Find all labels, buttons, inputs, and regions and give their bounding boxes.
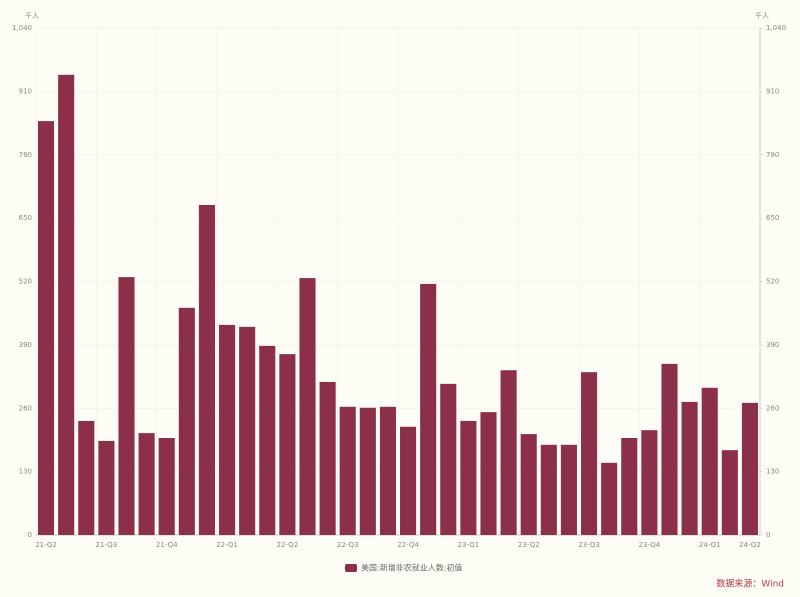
y2-tick-label: 910	[766, 87, 779, 95]
bar	[219, 324, 236, 535]
y2-tick-label: 260	[766, 404, 779, 412]
bar	[581, 372, 598, 535]
bar	[420, 283, 437, 535]
y-tick-label: 650	[19, 214, 32, 222]
x-tick-label: 23-Q3	[578, 541, 600, 549]
source: 数据来源：Wind	[716, 578, 784, 590]
y-tick-label: 910	[19, 87, 32, 95]
bar	[520, 434, 537, 535]
bar	[279, 354, 296, 535]
bar	[58, 74, 75, 536]
bar	[661, 363, 678, 535]
x-tick-label: 22-Q2	[277, 541, 299, 549]
bar	[681, 401, 698, 535]
bar	[460, 420, 477, 535]
bar	[500, 370, 517, 535]
y2-tick-label: 130	[766, 468, 779, 476]
x-tick-label: 23-Q4	[639, 541, 661, 549]
bar	[540, 444, 557, 535]
legend-label: 美国:新增非农就业人数:初值	[361, 563, 462, 573]
bar	[701, 387, 718, 535]
bar	[480, 412, 497, 535]
x-tick-label: 22-Q3	[337, 541, 359, 549]
x-tick-label: 21-Q2	[35, 541, 57, 549]
y-tick-label: 130	[19, 468, 32, 476]
bar	[379, 406, 396, 535]
y-tick-label: 0	[28, 531, 32, 539]
y-tick-label: 520	[19, 278, 32, 286]
x-tick-label: 23-Q2	[518, 541, 540, 549]
y2-unit: 千人	[755, 11, 769, 20]
bar	[38, 121, 55, 536]
x-tick-label: 23-Q1	[458, 541, 480, 549]
y-tick-label: 260	[19, 404, 32, 412]
bar	[299, 278, 316, 535]
y-tick-label: 780	[19, 151, 32, 159]
bar	[239, 326, 256, 535]
bar	[259, 345, 276, 535]
y-unit: 千人	[25, 11, 39, 20]
bar	[400, 426, 417, 535]
bar	[158, 437, 175, 535]
y2-tick-label: 1,040	[766, 24, 786, 32]
x-tick-label: 22-Q4	[397, 541, 419, 549]
y2-tick-label: 520	[766, 278, 779, 286]
y2-tick-label: 650	[766, 214, 779, 222]
bar	[601, 462, 618, 535]
bar	[339, 406, 356, 535]
x-tick-label: 21-Q3	[96, 541, 118, 549]
bar	[641, 430, 658, 535]
bar	[359, 407, 376, 535]
bar	[440, 383, 457, 535]
x-tick-label: 22-Q1	[216, 541, 238, 549]
x-tick-label: 24-Q2	[739, 541, 761, 549]
bar	[118, 277, 135, 535]
bar	[78, 420, 95, 535]
legend-swatch	[345, 564, 357, 572]
y2-tick-label: 390	[766, 341, 779, 349]
y-tick-label: 1,040	[12, 24, 32, 32]
bar	[98, 440, 115, 535]
bar	[741, 402, 758, 535]
y2-tick-label: 780	[766, 151, 779, 159]
y2-tick-label: 0	[766, 531, 770, 539]
bar	[621, 437, 638, 535]
bar	[319, 381, 336, 535]
y-tick-label: 390	[19, 341, 32, 349]
x-tick-label: 24-Q1	[699, 541, 721, 549]
bar	[721, 450, 738, 535]
bar	[138, 433, 155, 535]
bar	[198, 204, 215, 535]
x-tick-label: 21-Q4	[156, 541, 178, 549]
bar	[560, 444, 577, 535]
bar	[178, 307, 195, 535]
